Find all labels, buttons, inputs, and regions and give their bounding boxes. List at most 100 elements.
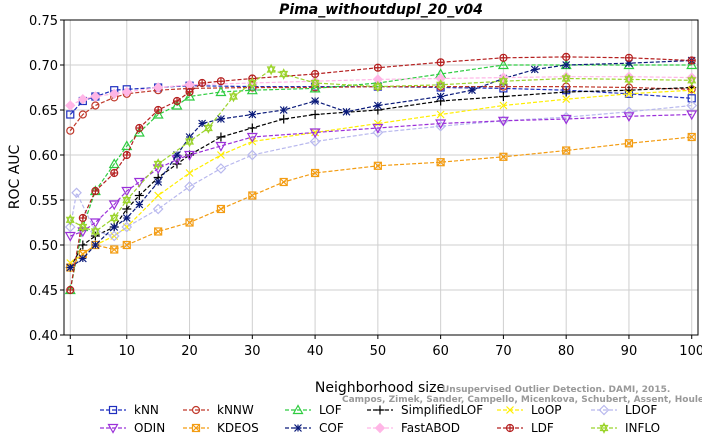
- data-point: [623, 112, 635, 123]
- y-tick-label: 0.70: [29, 59, 58, 74]
- data-point: [247, 77, 257, 89]
- data-point: [77, 93, 89, 105]
- data-point: [217, 115, 225, 123]
- series-ldof: [64, 100, 698, 242]
- legend-swatch-marker: [598, 404, 610, 416]
- data-point: [266, 63, 276, 76]
- series-line: [70, 113, 692, 237]
- data-point: [309, 82, 321, 93]
- legend-item: ODIN: [100, 421, 165, 434]
- data-point: [497, 59, 509, 70]
- x-tick-label: 1: [66, 344, 74, 359]
- data-point: [78, 213, 87, 223]
- legend-swatch-marker: [191, 423, 201, 433]
- legend-item: COF: [285, 421, 344, 434]
- axis-layer: 0.40 0.45 0.50 0.55 0.60 0.65 0.70 0.75 1 10 20 30 4…: [29, 14, 702, 359]
- data-point: [215, 86, 227, 97]
- series-line: [69, 89, 692, 264]
- series-line: [69, 104, 692, 237]
- legend-label: ODIN: [134, 421, 165, 434]
- x-tick-label: 60: [432, 344, 449, 359]
- data-point: [110, 223, 119, 231]
- y-tick-label: 0.60: [29, 149, 58, 164]
- data-point: [435, 119, 447, 130]
- data-point: [279, 68, 289, 80]
- data-point: [216, 132, 226, 142]
- data-point: [217, 151, 225, 159]
- legend-item: INFLO: [591, 421, 660, 434]
- data-point: [310, 69, 320, 79]
- y-tick-label: 0.40: [29, 329, 58, 344]
- plot-frame: [63, 19, 699, 336]
- watermark-line-1: Unsupervised Outlier Detection. DAMI, 20…: [442, 385, 670, 395]
- data-point: [71, 187, 82, 199]
- data-point: [436, 58, 445, 67]
- data-point: [78, 240, 88, 250]
- data-point: [108, 200, 120, 211]
- legend-item: FastABOD: [367, 421, 460, 434]
- data-point: [246, 132, 258, 143]
- data-point: [197, 78, 207, 88]
- data-point: [436, 110, 445, 119]
- data-point: [372, 127, 384, 138]
- data-point: [562, 146, 571, 155]
- data-point: [185, 218, 194, 227]
- data-point: [153, 158, 163, 170]
- watermark: Unsupervised Outlier Detection. DAMI, 20…: [342, 385, 702, 405]
- legend-label: COF: [319, 421, 344, 434]
- data-point: [687, 56, 696, 65]
- legend-swatch-marker: [191, 405, 201, 415]
- data-point: [184, 90, 196, 101]
- series-odin: [64, 110, 698, 242]
- series-inflo: [65, 63, 697, 238]
- data-point: [110, 245, 119, 254]
- legend-label: kNNW: [217, 403, 254, 417]
- data-point: [562, 52, 571, 62]
- data-point: [229, 90, 238, 103]
- data-point: [121, 86, 132, 98]
- data-point: [530, 65, 539, 74]
- data-point: [152, 82, 164, 93]
- legend-label: INFLO: [625, 421, 660, 434]
- data-point: [311, 128, 320, 137]
- y-tick-label: 0.65: [29, 104, 58, 119]
- x-tick-label: 10: [118, 344, 135, 359]
- legend-label: LOF: [319, 403, 342, 417]
- y-tick-label: 0.45: [29, 284, 58, 299]
- watermark-line-2: Campos, Zimek, Sander, Campello, Micenko…: [342, 395, 702, 405]
- data-point: [66, 126, 75, 135]
- data-point: [65, 100, 76, 111]
- data-point: [133, 177, 145, 188]
- data-point: [78, 221, 88, 233]
- data-point: [561, 87, 571, 97]
- data-point: [122, 204, 132, 214]
- data-point: [90, 225, 100, 238]
- x-tick-label: 90: [621, 344, 638, 359]
- data-point: [172, 96, 182, 106]
- data-point: [184, 150, 196, 161]
- data-point: [246, 149, 258, 161]
- series-line: [70, 68, 692, 233]
- data-point: [64, 221, 76, 233]
- series-ldf: [66, 52, 696, 295]
- data-point: [372, 123, 384, 134]
- x-tick-label: 50: [370, 344, 387, 359]
- data-point: [215, 141, 227, 152]
- x-tick-label: 20: [181, 344, 198, 359]
- x-axis-label: Neighborhood size: [315, 380, 445, 396]
- data-point: [134, 191, 144, 200]
- legend-swatch-marker: [294, 424, 302, 432]
- data-point: [436, 78, 446, 91]
- data-point: [135, 123, 144, 133]
- data-point: [311, 97, 320, 105]
- x-tick-label: 40: [307, 344, 324, 359]
- data-point: [121, 140, 133, 151]
- y-axis-label: ROC AUC: [7, 144, 23, 209]
- data-point: [64, 231, 76, 242]
- data-point: [623, 59, 635, 70]
- legend-item: KDEOS: [183, 421, 259, 434]
- data-point: [122, 214, 131, 222]
- legend-label: LoOP: [531, 403, 562, 417]
- legend-item: kNNW: [183, 403, 254, 417]
- data-point: [77, 227, 89, 238]
